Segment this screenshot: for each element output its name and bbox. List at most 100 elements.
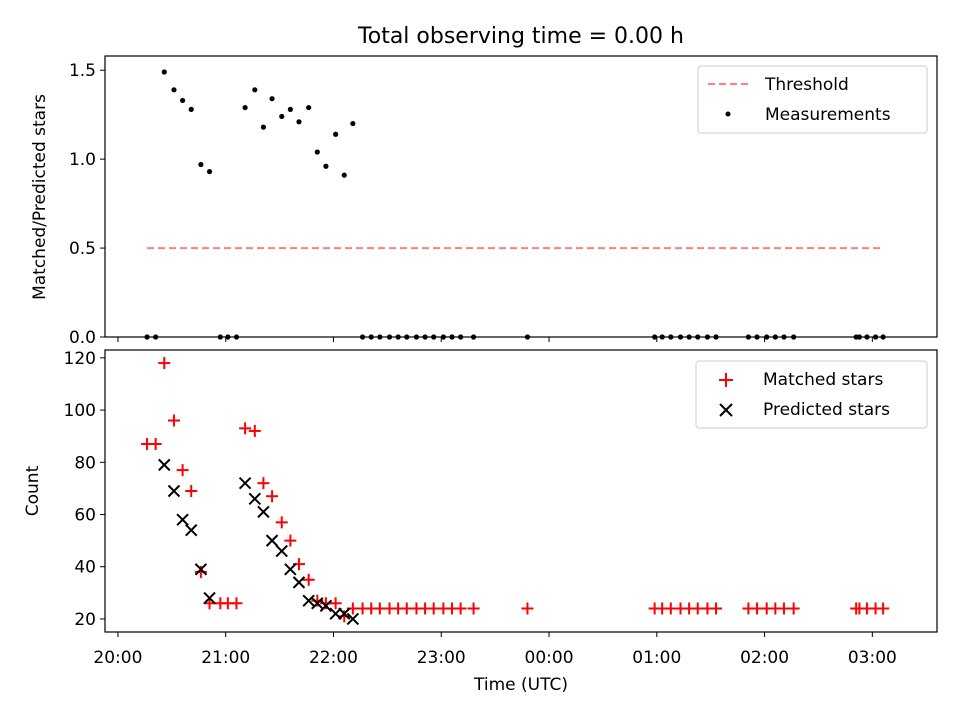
measurement-point xyxy=(171,87,177,93)
bottom-x-tick-label: 23:00 xyxy=(417,648,466,668)
measurement-point xyxy=(296,119,302,125)
matched-star-point xyxy=(185,485,198,497)
bottom-y-tick-label: 100 xyxy=(64,401,96,421)
measurement-point xyxy=(333,131,339,137)
bottom-y-tick-label: 20 xyxy=(74,610,96,630)
bottom-x-tick-label: 00:00 xyxy=(525,648,574,668)
measurements-legend-swatch xyxy=(725,111,731,117)
predicted-stars-legend-swatch xyxy=(719,403,733,417)
measurement-point xyxy=(279,113,285,120)
measurement-point xyxy=(341,172,347,178)
top-legend-box xyxy=(697,65,928,134)
matched-star-point xyxy=(149,438,162,450)
measurement-point xyxy=(287,106,293,112)
matched-star-point xyxy=(266,490,279,503)
bottom-legend: Matched stars Predicted stars xyxy=(695,360,928,429)
matched-star-point xyxy=(710,602,723,615)
matched-star-point xyxy=(167,414,180,427)
predicted-star-point xyxy=(185,523,198,537)
figure-title: Total observing time = 0.00 h xyxy=(357,24,684,49)
measurement-point xyxy=(260,124,267,130)
matched-star-point xyxy=(257,477,270,490)
top-legend: Threshold Measurements xyxy=(697,65,928,134)
bottom-y-tick-label: 120 xyxy=(64,349,96,369)
measurement-point xyxy=(206,169,213,175)
measurement-point xyxy=(252,87,258,93)
matched-star-point xyxy=(230,597,243,610)
matched-star-point xyxy=(521,602,534,615)
measurement-point xyxy=(188,106,194,112)
matched-star-point xyxy=(284,534,297,547)
matched-stars-legend-label: Matched stars xyxy=(763,370,883,390)
matched-star-point xyxy=(787,602,800,615)
top-axes-frame xyxy=(104,55,938,338)
bottom-y-axis-label: Count xyxy=(23,465,43,516)
top-y-tick-label: 0.0 xyxy=(69,328,96,348)
measurement-point xyxy=(198,161,204,168)
matched-star-point xyxy=(877,602,890,615)
bottom-x-tick-label: 02:00 xyxy=(740,648,789,668)
bottom-x-tick-label: 20:00 xyxy=(93,648,142,668)
bottom-x-tick-label: 21:00 xyxy=(201,648,250,668)
predicted-star-point xyxy=(203,591,216,605)
threshold-legend-label: Threshold xyxy=(764,75,849,95)
measurement-point xyxy=(269,96,275,102)
measurements-legend-label: Measurements xyxy=(765,105,891,125)
measurement-point xyxy=(242,104,248,111)
predicted-star-point xyxy=(194,563,208,576)
predicted-star-point xyxy=(238,476,252,490)
bottom-x-axis-label: Time (UTC) xyxy=(473,675,568,695)
measurement-point xyxy=(306,104,312,111)
matched-star-point xyxy=(329,597,342,610)
top-y-ticks: 0.0 0.5 1.0 1.5 xyxy=(69,61,105,348)
measurement-point xyxy=(179,97,186,104)
predicted-star-point xyxy=(158,458,171,472)
top-plot-area xyxy=(144,69,886,340)
top-y-axis-label: Matched/Predicted stars xyxy=(30,94,50,300)
matched-star-point xyxy=(302,573,315,586)
top-y-tick-label: 0.5 xyxy=(69,239,96,259)
predicted-star-point xyxy=(265,534,279,547)
matched-star-point xyxy=(454,602,467,615)
predicted-star-point xyxy=(176,513,189,526)
measurement-point xyxy=(314,149,320,155)
bottom-x-ticks: 20:00 21:00 22:00 23:00 00:00 01:00 02:00 03:00 xyxy=(93,632,897,668)
matched-star-point xyxy=(467,602,480,615)
top-panel: 0.0 0.5 1.0 1.5 Matched/Predicted stars Thr… xyxy=(30,55,938,348)
predicted-star-point xyxy=(275,544,288,558)
bottom-x-tick-label: 22:00 xyxy=(309,648,358,668)
bottom-x-tick-label: 01:00 xyxy=(632,648,681,668)
predicted-star-point xyxy=(319,599,333,613)
bottom-plot-area xyxy=(141,357,890,626)
predicted-star-point xyxy=(248,492,262,506)
predicted-star-point xyxy=(311,597,324,610)
measurement-point xyxy=(161,69,167,75)
top-y-tick-label: 1.5 xyxy=(69,61,96,81)
matched-star-point xyxy=(275,516,288,529)
bottom-y-ticks: 20 40 60 80 100 120 xyxy=(64,349,105,630)
predicted-star-point xyxy=(284,563,297,576)
top-x-ticks xyxy=(117,337,873,342)
predicted-star-point xyxy=(338,607,351,620)
bottom-panel: 20:00 21:00 22:00 23:00 00:00 01:00 02:00 03:00… xyxy=(23,349,938,695)
predicted-star-point xyxy=(346,612,360,626)
matched-star-point xyxy=(158,357,171,370)
matched-star-point xyxy=(248,424,261,437)
predicted-star-point xyxy=(302,594,315,607)
predicted-star-point xyxy=(292,576,306,589)
bottom-x-tick-label: 03:00 xyxy=(848,648,897,668)
top-y-tick-label: 1.0 xyxy=(69,150,96,170)
bottom-y-tick-label: 60 xyxy=(74,506,96,526)
measurement-point xyxy=(323,163,329,169)
predicted-star-point xyxy=(167,484,181,498)
bottom-legend-box xyxy=(695,360,928,429)
bottom-axes-frame xyxy=(104,349,938,633)
bottom-y-tick-label: 40 xyxy=(74,558,96,578)
matched-stars-legend-swatch xyxy=(719,373,733,387)
measurement-point xyxy=(350,120,356,127)
matched-star-point xyxy=(239,422,252,435)
predicted-stars-legend-label: Predicted stars xyxy=(763,400,890,420)
predicted-star-point xyxy=(257,505,270,519)
matched-star-point xyxy=(176,464,189,477)
